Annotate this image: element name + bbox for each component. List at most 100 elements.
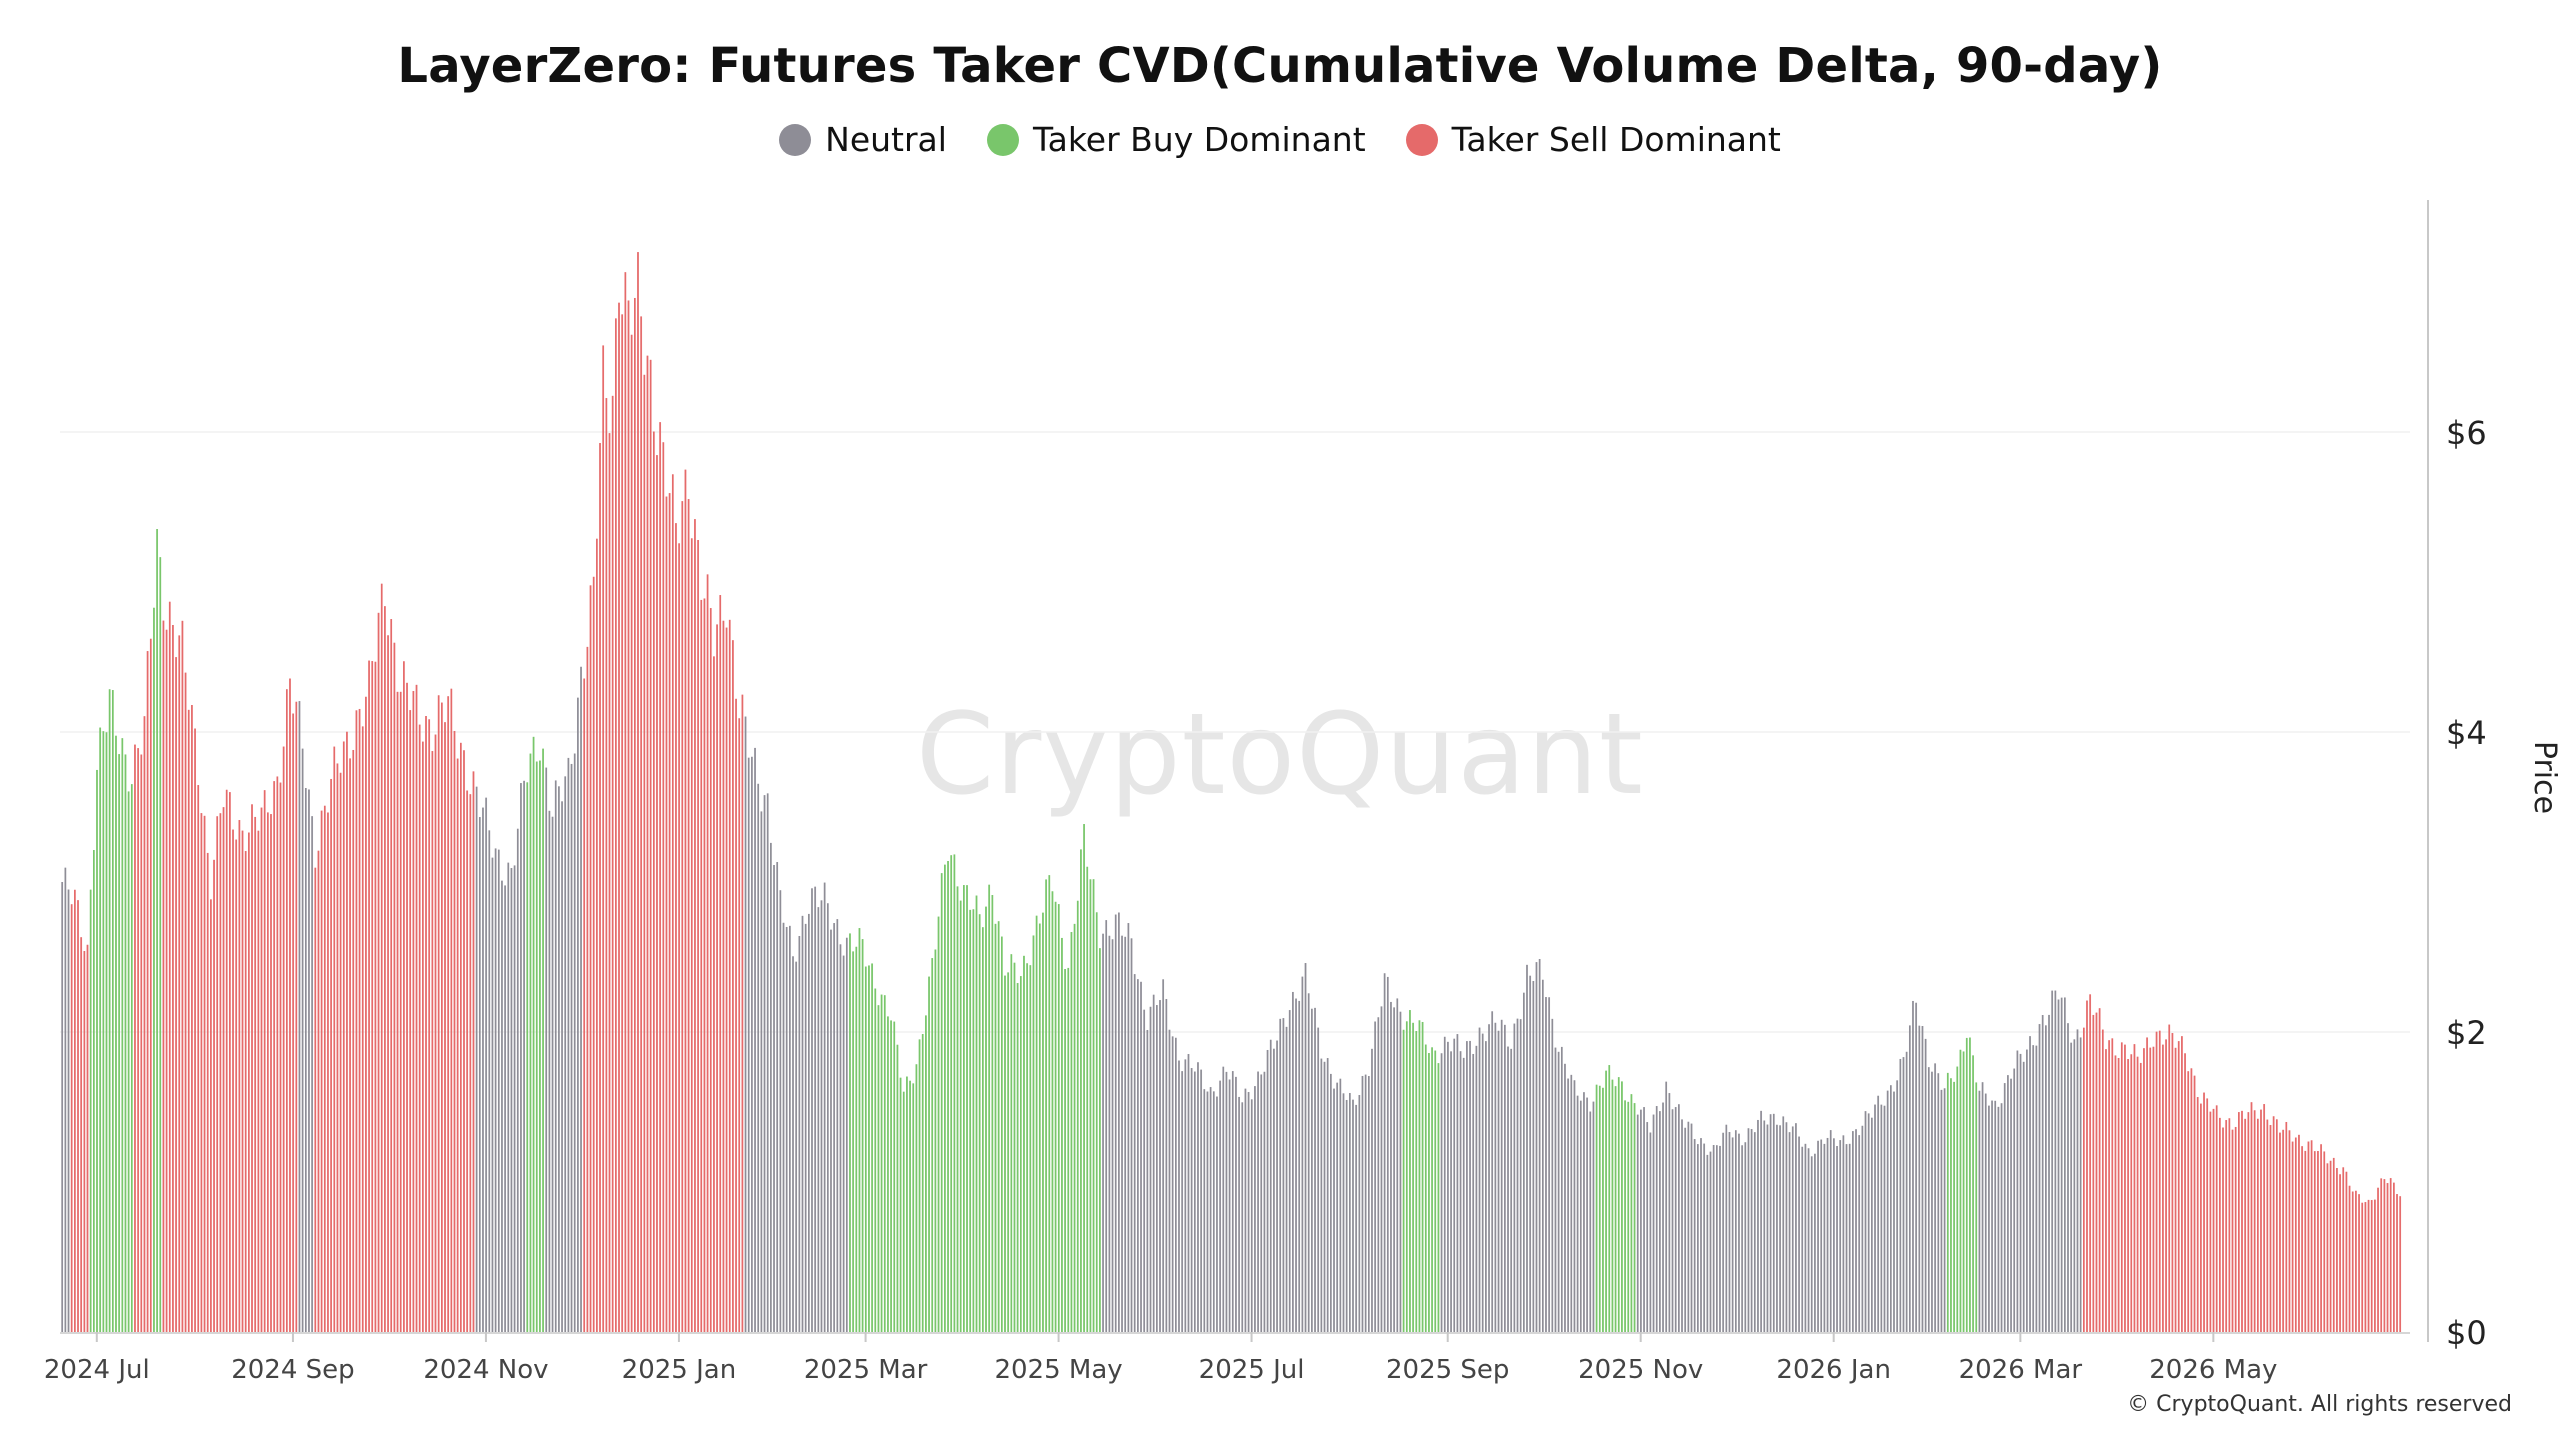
price-bar-edge (447, 696, 449, 1332)
price-bar-edge (554, 780, 557, 1332)
price-bar-edge (1981, 1082, 1984, 1332)
price-bar-edge (1504, 1024, 1506, 1332)
price-bar-edge (2165, 1039, 2167, 1332)
price-bar-edge (668, 493, 671, 1332)
price-bar-edge (1323, 1061, 1326, 1332)
legend-item-neutral[interactable]: Neutral (779, 120, 947, 159)
price-bar-edge (2045, 1025, 2047, 1332)
price-bar-edge (1529, 975, 1531, 1332)
axes: $0 $2 $4 $6 2024 Jul 2024 Sep 2024 Nov 2025 Jan… (44, 200, 2487, 1385)
price-bar-edge (1731, 1137, 1734, 1332)
price-bar-edge (406, 682, 408, 1332)
price-bar-edge (2120, 1042, 2123, 1332)
price-bar-edge (472, 771, 475, 1332)
price-bar-edge (469, 794, 472, 1332)
price-bar-edge (70, 904, 73, 1332)
price-bar-edge (963, 885, 965, 1332)
price-bar-edge (1902, 1057, 1905, 1332)
x-tick-label: 2025 Jan (622, 1355, 737, 1385)
price-bar-edge (127, 791, 130, 1332)
price-bar-edge (1855, 1129, 1857, 1332)
price-bar-edge (267, 812, 269, 1332)
price-bar-edge (308, 789, 310, 1332)
price-bar-edge (1817, 1140, 1819, 1332)
price-bar-edge (1244, 1088, 1247, 1332)
price-bar-edge (1447, 1041, 1449, 1332)
price-bar-edge (839, 944, 842, 1332)
price-bar-edge (836, 919, 839, 1332)
price-bar-edge (365, 696, 367, 1332)
price-bar-edge (248, 832, 250, 1332)
price-bar-edge (1526, 964, 1528, 1332)
price-bar-edge (1912, 1000, 1914, 1332)
price-bar-edge (191, 705, 193, 1332)
price-bar-edge (1358, 1095, 1361, 1332)
price-bar-edge (444, 722, 446, 1332)
price-bar-edge (1595, 1084, 1598, 1332)
price-bar-edge (1051, 891, 1054, 1332)
price-bar-edge (1314, 1007, 1316, 1332)
price-bar-edge (2238, 1112, 2240, 1332)
price-bar-edge (2051, 990, 2053, 1332)
price-bar-edge (1994, 1100, 1997, 1332)
price-bar-edge (887, 1016, 889, 1332)
price-bar-edge (2013, 1068, 2015, 1332)
price-bar-edge (1693, 1139, 1696, 1332)
price-bar-edge (1402, 1029, 1405, 1332)
price-bar-edge (978, 914, 981, 1332)
price-bar-edge (74, 889, 76, 1332)
price-bar-edge (1826, 1137, 1829, 1332)
price-bar-edge (883, 995, 886, 1332)
price-bar-edge (975, 895, 978, 1332)
legend-item-taker-sell[interactable]: Taker Sell Dominant (1405, 120, 1781, 159)
legend-dot-neutral (779, 123, 812, 156)
price-bar-edge (1070, 932, 1073, 1332)
price-bar-edge (1216, 1096, 1218, 1332)
price-bar-edge (2105, 1049, 2107, 1332)
price-bar-edge (96, 769, 98, 1332)
price-bar-edge (1361, 1075, 1364, 1332)
price-bar-edge (1102, 933, 1104, 1332)
price-bar-edge (251, 804, 253, 1332)
price-bar-edge (1899, 1058, 1902, 1332)
grid-lines (60, 431, 2410, 1033)
price-bar-edge (478, 817, 481, 1332)
price-bar-edge (1592, 1101, 1595, 1332)
price-bar-edge (165, 629, 168, 1332)
price-bar-edge (1064, 969, 1066, 1332)
price-bar-edge (1469, 1040, 1471, 1332)
price-bar-edge (1908, 1025, 1911, 1332)
price-bar-edge (814, 886, 816, 1332)
price-bar-edge (1472, 1053, 1474, 1332)
price-bar-edge (589, 585, 592, 1332)
price-bar-edge (1383, 973, 1386, 1332)
price-bar-edge (2019, 1053, 2022, 1332)
price-bar-edge (766, 793, 769, 1332)
price-bar-edge (744, 716, 747, 1332)
price-bar-edge (349, 758, 351, 1332)
price-bar-edge (229, 792, 231, 1332)
price-bar-edge (855, 946, 858, 1332)
price-bar-edge (1576, 1095, 1579, 1332)
price-bar-edge (830, 929, 832, 1332)
price-bar-edge (441, 702, 443, 1332)
price-bar-edge (2310, 1140, 2313, 1332)
price-bar-edge (2393, 1182, 2395, 1332)
price-bar-edge (1307, 993, 1310, 1332)
price-bar-edge (1118, 912, 1120, 1332)
price-bar-edge (124, 754, 127, 1332)
price-bar-edge (1339, 1078, 1342, 1332)
x-tick-label: 2026 Mar (1959, 1355, 2083, 1385)
price-bar-edge (985, 906, 987, 1332)
legend-item-taker-buy[interactable]: Taker Buy Dominant (986, 120, 1366, 159)
price-bar-edge (327, 812, 329, 1332)
price-bar-edge (314, 867, 317, 1332)
price-bar-edge (1038, 923, 1041, 1332)
price-bar-edge (2108, 1040, 2110, 1332)
price-bar-edge (1184, 1059, 1187, 1332)
price-bar-edge (564, 776, 567, 1332)
price-bar-edge (921, 1034, 924, 1332)
price-bar-edge (2155, 1031, 2158, 1332)
price-bar-edge (235, 839, 237, 1332)
price-bar-edge (1978, 1090, 1981, 1332)
